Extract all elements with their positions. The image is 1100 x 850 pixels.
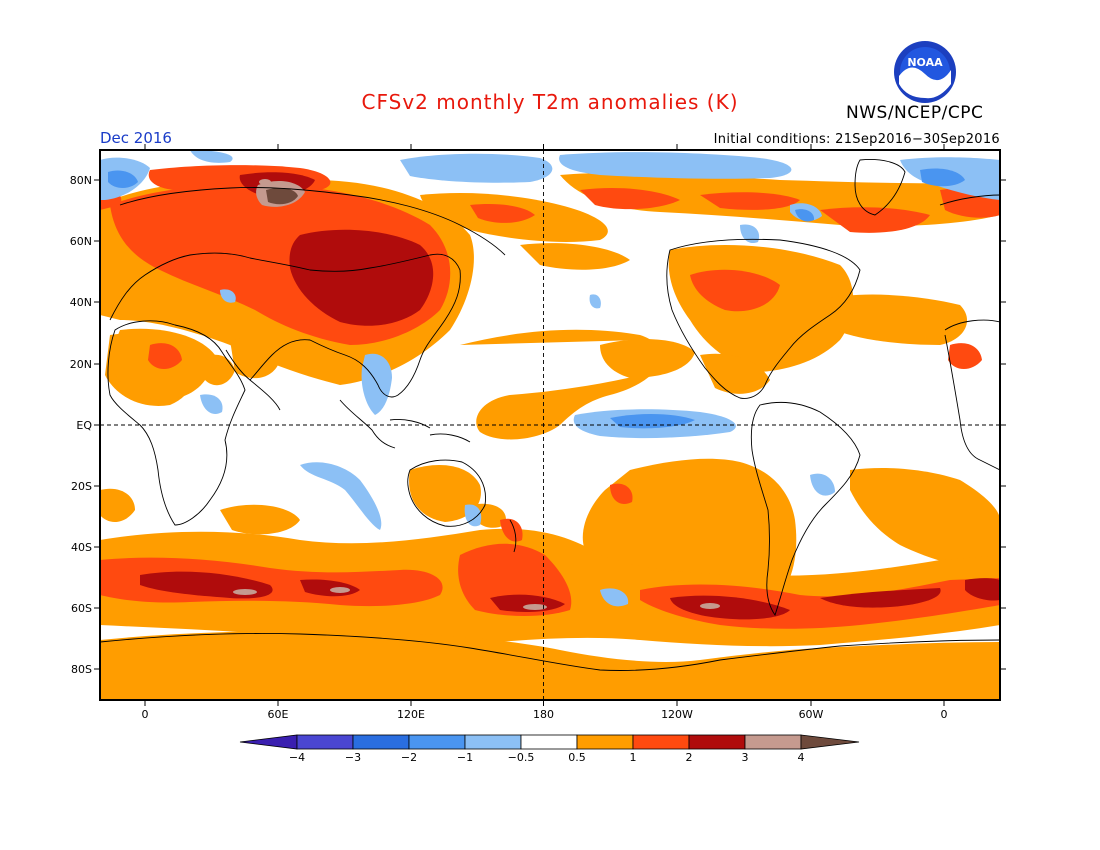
lat-label-60n: 60N (70, 235, 92, 248)
org-label: NWS/NCEP/CPC (846, 103, 984, 123)
colorbar-box (352, 734, 410, 750)
colorbar-boxes (239, 734, 860, 750)
noaa-logo-icon: NOAA (894, 41, 956, 103)
colorbar-label: −4 (289, 751, 305, 764)
colorbar-triangle-high (800, 734, 860, 750)
lat-label-80s: 80S (71, 663, 92, 676)
cold-anomaly-moderate (108, 168, 965, 429)
lat-label-80n: 80N (70, 174, 92, 187)
colorbar-box (688, 734, 746, 750)
lon-axis: 0 60E 120E 180 120W 60W 0 (142, 144, 948, 721)
colorbar-labels: −4 −3 −2 −1 −0.5 0.5 1 2 3 4 (289, 751, 805, 764)
colorbar-label: −0.5 (508, 751, 535, 764)
lon-label-120e: 120E (397, 708, 425, 721)
colorbar-label: 2 (686, 751, 693, 764)
lon-label-60e: 60E (268, 708, 289, 721)
colorbar-box (408, 734, 466, 750)
lon-label-60w: 60W (799, 708, 824, 721)
colorbar-box (632, 734, 690, 750)
colorbar-label: 0.5 (568, 751, 586, 764)
month-label: Dec 2016 (100, 129, 172, 147)
lat-label-20n: 20N (70, 358, 92, 371)
colorbar-box (296, 734, 354, 750)
lon-label-0: 0 (142, 708, 149, 721)
colorbar-label: 3 (742, 751, 749, 764)
colorbar-box (744, 734, 802, 750)
lat-label-eq: EQ (76, 419, 92, 432)
colorbar: −4 −3 −2 −1 −0.5 0.5 1 2 3 4 (239, 734, 860, 764)
colorbar-box (520, 734, 578, 750)
lat-label-60s: 60S (71, 602, 92, 615)
lat-label-40s: 40S (71, 541, 92, 554)
colorbar-box (464, 734, 522, 750)
colorbar-label: 1 (630, 751, 637, 764)
colorbar-triangle-low (239, 734, 298, 750)
logo-text: NOAA (907, 56, 943, 69)
lon-label-180: 180 (533, 708, 554, 721)
map-area (100, 150, 1000, 700)
warm-anomaly-extreme (233, 179, 720, 610)
colorbar-label: 4 (798, 751, 805, 764)
lat-label-40n: 40N (70, 296, 92, 309)
lon-label-120w: 120W (661, 708, 693, 721)
colorbar-label: −1 (457, 751, 473, 764)
lon-label-0-east: 0 (941, 708, 948, 721)
coastlines (100, 159, 1000, 671)
lat-label-20s: 20S (71, 480, 92, 493)
initial-conditions-label: Initial conditions: 21Sep2016−30Sep2016 (713, 132, 1000, 147)
colorbar-label: −3 (345, 751, 361, 764)
colorbar-box (576, 734, 634, 750)
colorbar-label: −2 (401, 751, 417, 764)
chart-title: CFSv2 monthly T2m anomalies (K) (361, 90, 739, 114)
lat-axis: 80N 60N 40N 20N EQ 20S 40S 60S 80S (70, 174, 1006, 676)
